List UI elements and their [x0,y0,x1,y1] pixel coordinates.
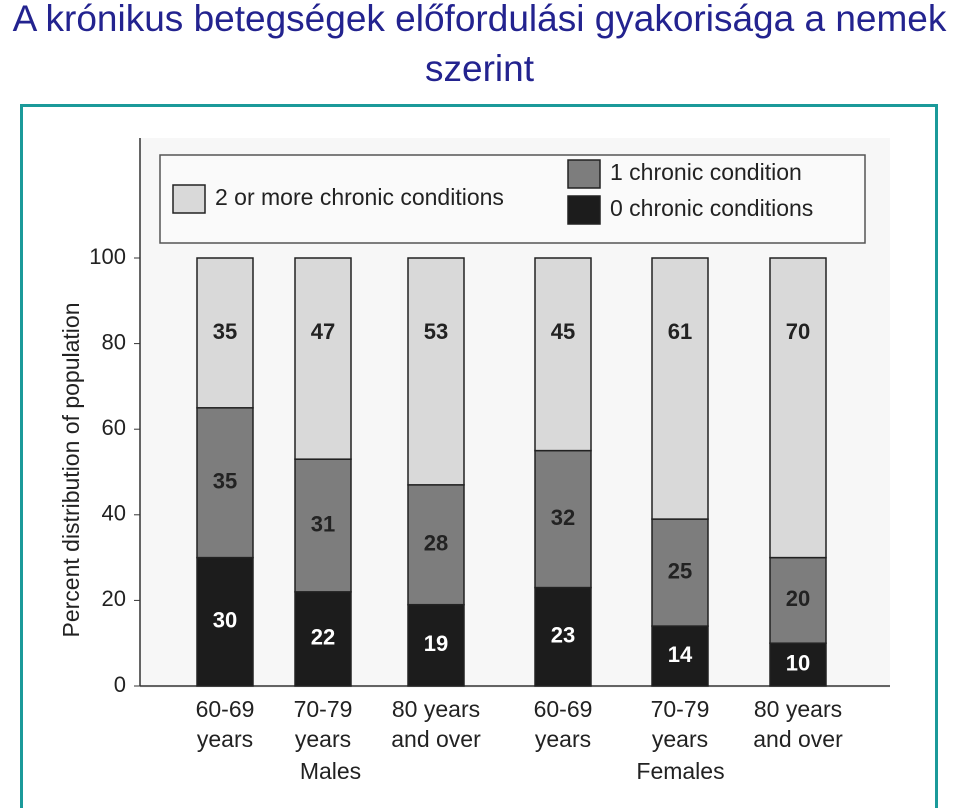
value-label: 53 [424,319,448,344]
value-label: 32 [551,505,575,530]
value-label: 19 [424,631,448,656]
bar-segment [196,257,254,409]
value-label: 22 [311,625,335,650]
y-tick-label: 100 [89,244,126,269]
value-label: 45 [551,319,575,344]
y-tick-label: 40 [102,501,126,526]
y-tick-label: 60 [102,415,126,440]
bar-segment [407,257,465,486]
x-tick-label: 70-79 years [650,696,710,752]
bar-segment [534,449,592,589]
frame [20,104,938,808]
value-label: 25 [668,558,692,583]
x-tick-label: 80 years and over [391,696,481,752]
bar-segment [769,257,827,559]
bar-segment [651,257,709,520]
slide-title: A krónikus betegségek előfordulási gyako… [12,0,947,89]
value-label: 47 [311,319,335,344]
bar-segment [651,518,709,627]
x-tick-label: 70-79 years [293,696,353,752]
legend-swatch [567,159,601,189]
bar-segment [769,642,827,687]
y-tick-label: 20 [102,586,126,611]
legend-label: 1 chronic condition [610,159,802,185]
value-label: 31 [311,511,335,536]
bar-segment [294,257,352,460]
value-label: 28 [424,531,448,556]
bar-segment [407,603,465,687]
value-label: 35 [213,319,237,344]
y-tick-label: 0 [114,672,126,697]
value-label: 70 [786,319,810,344]
value-label: 30 [213,608,237,633]
y-axis-label: Percent distribution of population [58,303,84,638]
legend-swatch [567,195,601,225]
x-tick-label: 60-69 years [533,696,593,752]
bar-segment [534,586,592,687]
value-label: 14 [668,642,693,667]
value-label: 20 [786,586,810,611]
bar-segment [294,591,352,687]
value-label: 35 [213,469,237,494]
bar-segment [534,257,592,452]
value-label: 23 [551,623,575,648]
value-label: 10 [786,650,810,675]
value-label: 61 [668,319,692,344]
legend-label: 2 or more chronic conditions [215,184,504,210]
x-tick-label: 80 years and over [753,696,843,752]
group-label: Females [636,758,725,784]
bar-segment [651,625,709,687]
legend-box [159,154,866,244]
legend-swatch [172,184,206,214]
bar-segment [294,458,352,593]
x-tick-label: 60-69 years [195,696,255,752]
bar-segment [769,556,827,644]
legend-label: 0 chronic conditions [610,195,813,221]
y-tick-label: 80 [102,329,126,354]
group-label: Males [299,758,362,784]
